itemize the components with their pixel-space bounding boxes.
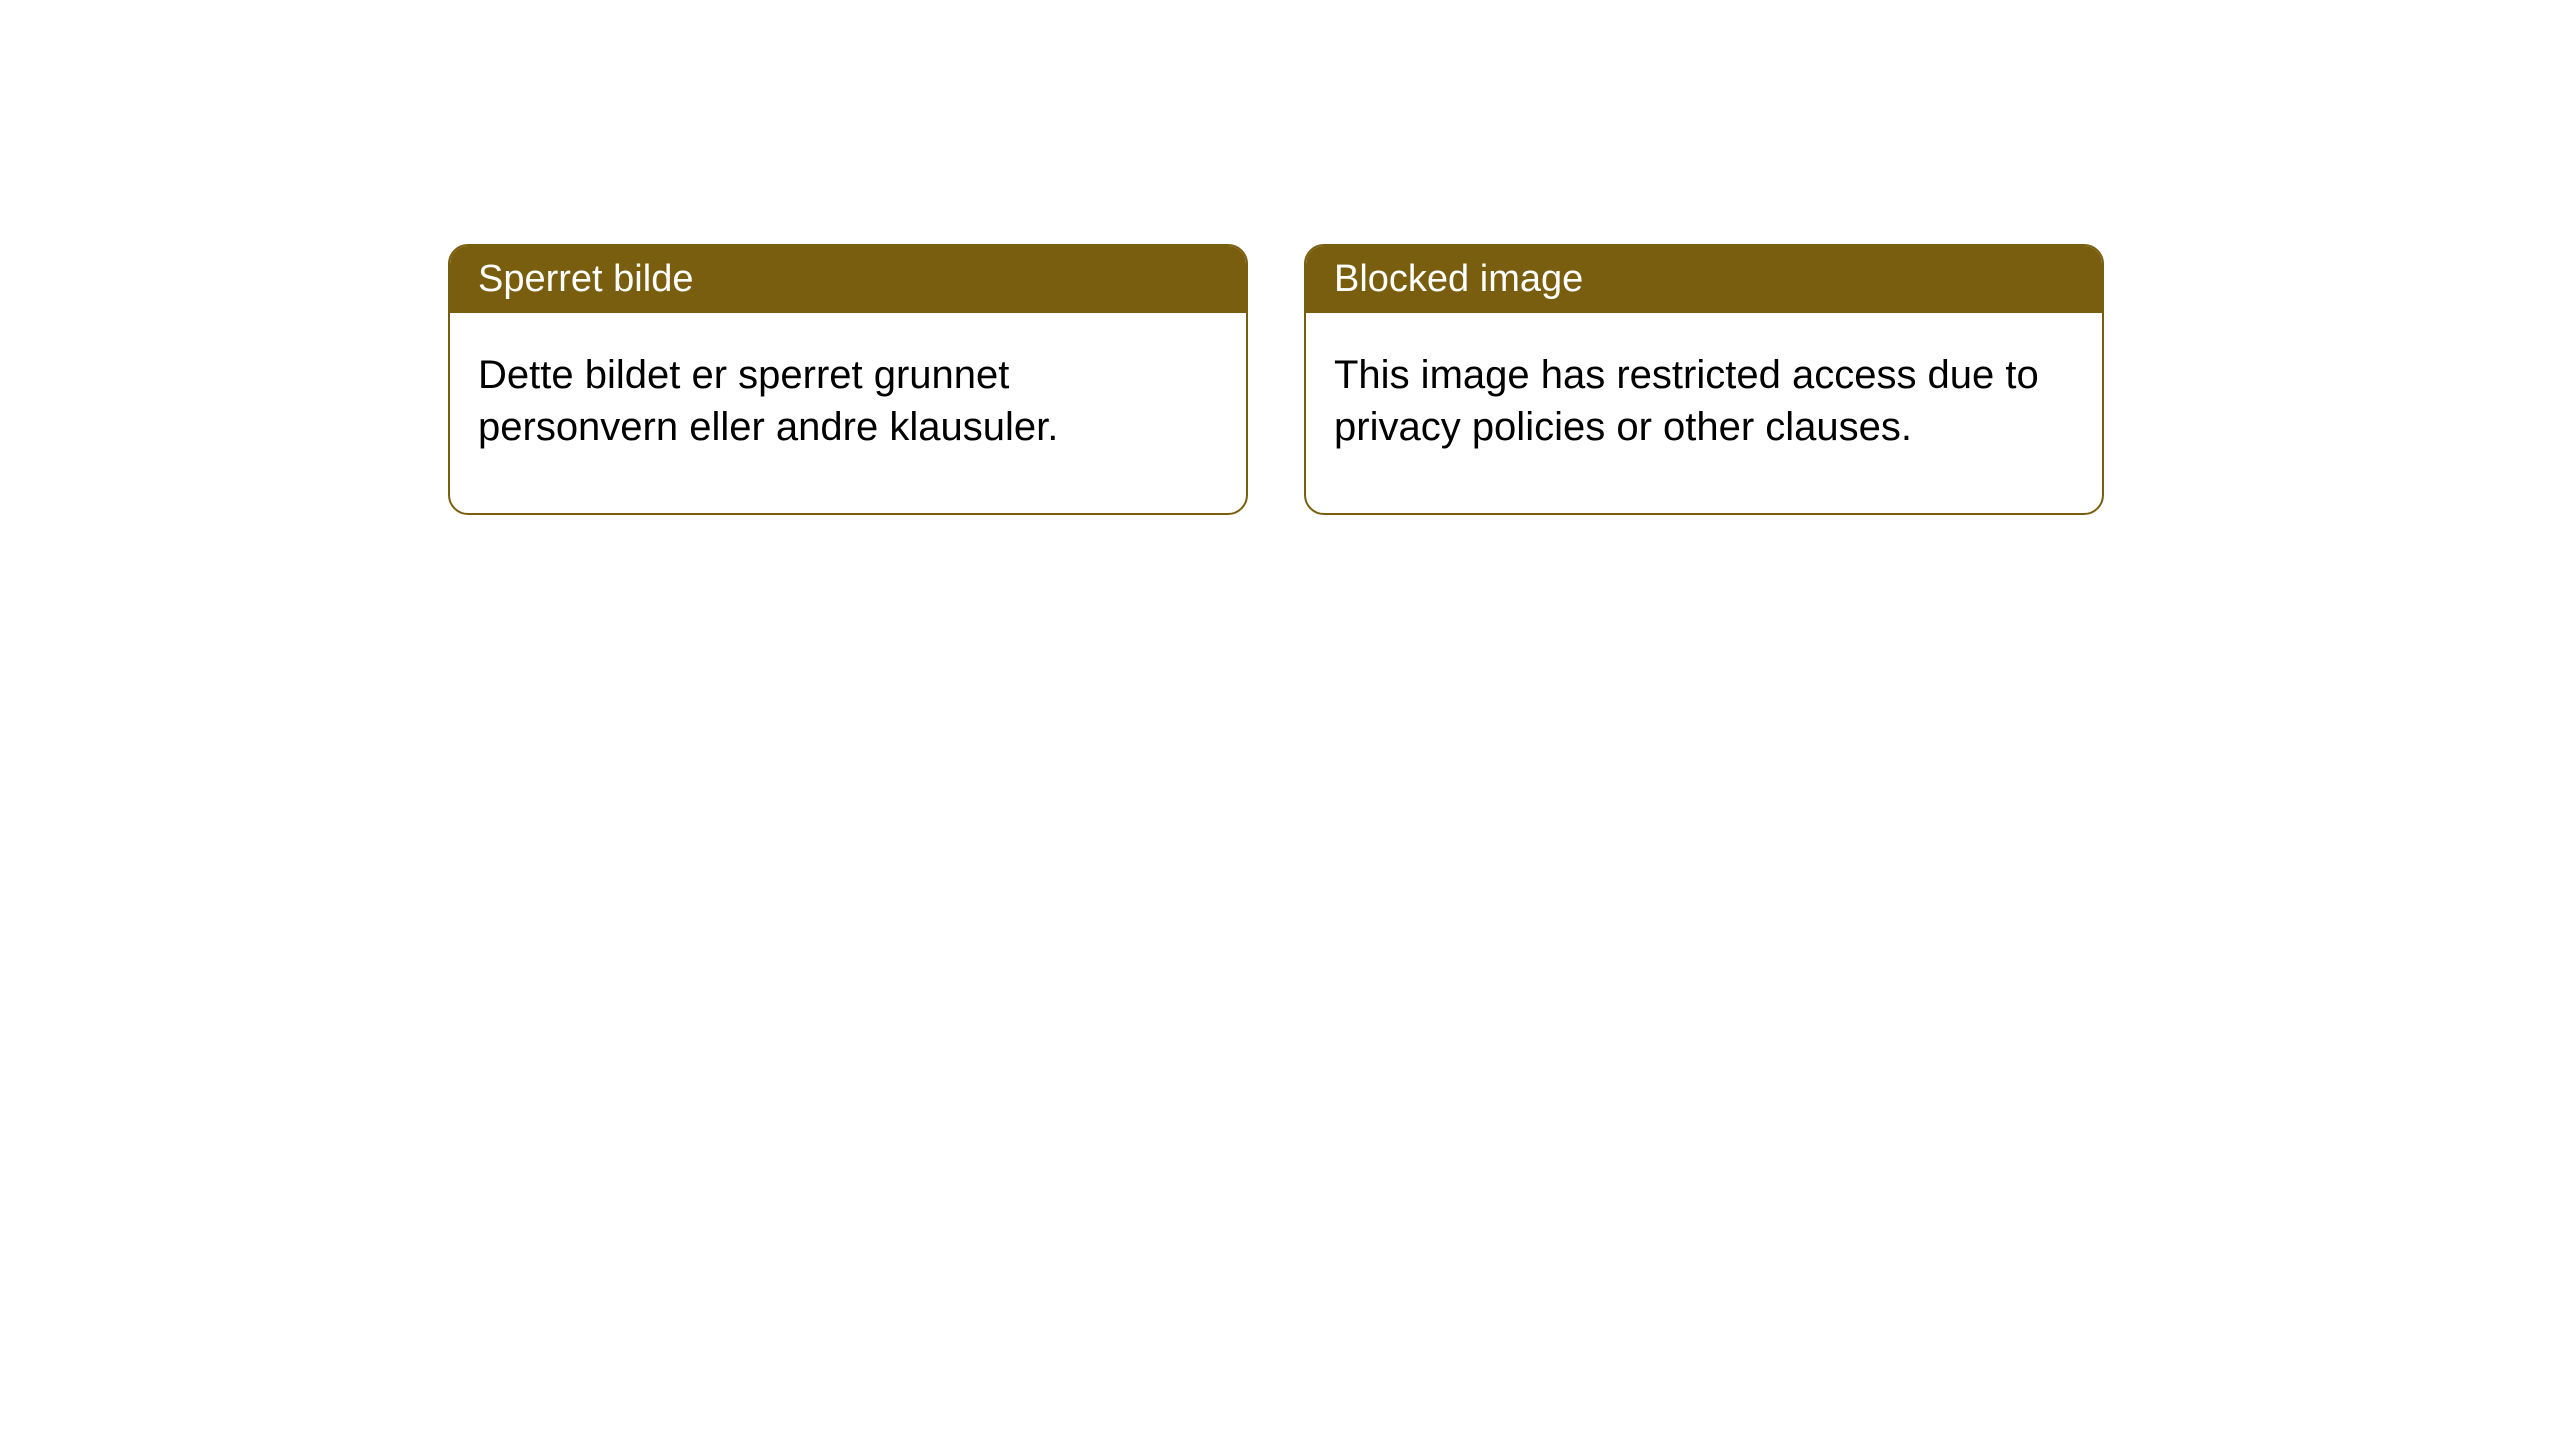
notice-card-body: Dette bildet er sperret grunnet personve…	[450, 313, 1246, 513]
notice-card-english: Blocked image This image has restricted …	[1304, 244, 2104, 515]
notice-card-body: This image has restricted access due to …	[1306, 313, 2102, 513]
notice-card-title: Sperret bilde	[450, 246, 1246, 313]
notice-card-norwegian: Sperret bilde Dette bildet er sperret gr…	[448, 244, 1248, 515]
notice-card-title: Blocked image	[1306, 246, 2102, 313]
notice-container: Sperret bilde Dette bildet er sperret gr…	[448, 244, 2104, 515]
